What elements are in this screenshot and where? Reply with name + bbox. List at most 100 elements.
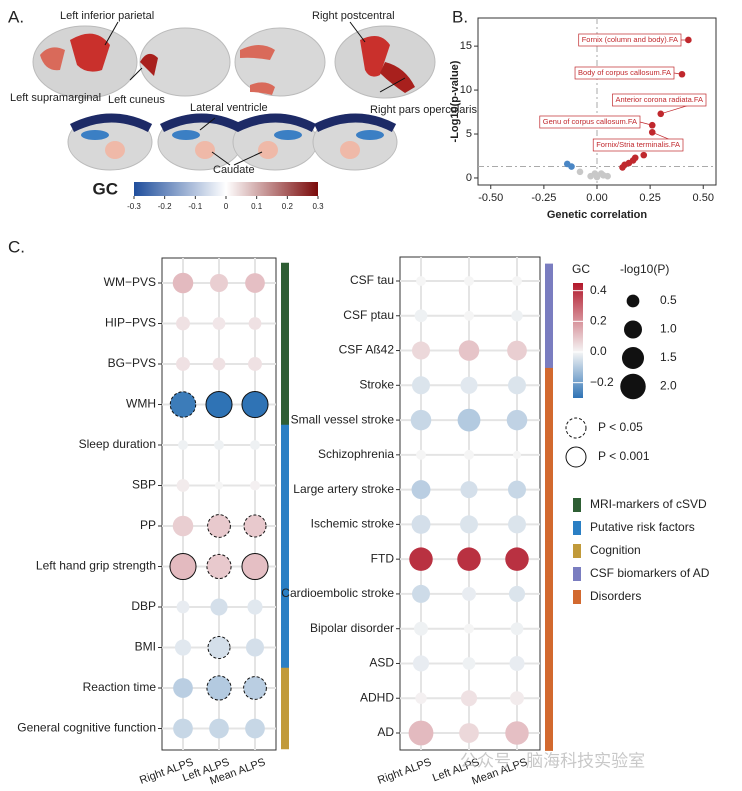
- dot: [174, 639, 192, 656]
- group-legend-label: Disorders: [590, 589, 641, 603]
- point: [640, 151, 648, 159]
- size-legend-dot: [621, 346, 645, 370]
- x-tick-label: 0.50: [693, 192, 714, 204]
- dot: [243, 676, 267, 700]
- group-bar: [281, 708, 289, 750]
- dot: [508, 585, 526, 602]
- group-bar: [545, 576, 553, 612]
- dot: [464, 276, 474, 286]
- x-tick-label: 0.25: [639, 192, 660, 204]
- row-label: ASD: [369, 656, 394, 670]
- dot: [511, 310, 523, 322]
- group-bar: [545, 298, 553, 334]
- panel-a-brains: [32, 21, 436, 171]
- colorbar-tick-label: 0: [224, 202, 229, 211]
- y-tick-label: 10: [460, 84, 472, 96]
- dot: [245, 273, 265, 293]
- dot: [505, 547, 529, 571]
- colorbar: [134, 182, 318, 196]
- dot: [416, 276, 426, 286]
- dot: [247, 599, 263, 615]
- region-label: Right pars opercularis: [370, 104, 477, 116]
- colorbar-tick-label: 0.3: [312, 202, 324, 211]
- panel-label: B.: [452, 7, 468, 26]
- group-bar: [545, 541, 553, 578]
- dot: [412, 341, 430, 360]
- size-legend-label: 1.0: [660, 322, 677, 336]
- dot: [408, 720, 434, 746]
- dot: [172, 272, 194, 294]
- dot: [172, 515, 194, 537]
- group-legend-swatch: [573, 544, 581, 558]
- dot: [415, 692, 427, 704]
- dot: [460, 690, 478, 707]
- dot: [506, 409, 528, 431]
- dot: [412, 655, 430, 672]
- group-bar: [545, 680, 553, 717]
- panel-a-labels: Left inferior parietal Right postcentral L…: [10, 10, 477, 211]
- annotation: Fornix (column and body).FA: [582, 35, 678, 44]
- dot: [460, 376, 478, 394]
- dot: [169, 552, 197, 581]
- row-label: HIP−PVS: [105, 316, 156, 330]
- x-tick-label: 0.00: [586, 192, 607, 204]
- significance-legend-label: P < 0.001: [598, 449, 650, 463]
- row-label: Left hand grip strength: [36, 559, 156, 573]
- group-bar: [281, 384, 289, 426]
- point: [657, 110, 665, 118]
- significance-legend-label: P < 0.05: [598, 420, 643, 434]
- row-label: CSF Aß42: [339, 343, 395, 357]
- y-tick-label: 5: [466, 128, 472, 140]
- region-label: Right postcentral: [312, 10, 395, 22]
- group-bar: [281, 303, 289, 345]
- dot: [508, 480, 526, 499]
- group-bar: [281, 586, 289, 628]
- size-legend-dot: [624, 320, 642, 339]
- group-bar: [545, 263, 553, 299]
- group-bar: [281, 343, 289, 385]
- colorbar-tick-label: 0.1: [251, 202, 263, 211]
- x-tick-label: -0.50: [478, 192, 503, 204]
- row-label: ADHD: [360, 690, 394, 704]
- group-legend-swatch: [573, 521, 581, 535]
- size-legend-title: -log10(P): [620, 262, 669, 276]
- dot: [462, 657, 476, 670]
- x-axis-title: Genetic correlation: [547, 209, 648, 221]
- dot: [214, 481, 224, 490]
- region-label: Left inferior parietal: [60, 10, 154, 22]
- panel-label: C.: [8, 237, 25, 256]
- annotation: Anterior corona radiata.FA: [615, 95, 703, 104]
- annotation-box: [539, 115, 641, 129]
- dot: [462, 586, 476, 601]
- point: [568, 163, 575, 170]
- point: [685, 36, 692, 44]
- group-bar: [281, 627, 289, 669]
- group-bar: [281, 262, 289, 304]
- color-legend-label: −0.2: [590, 375, 614, 389]
- significance-legend-symbol: [565, 446, 587, 468]
- dot: [411, 514, 431, 534]
- dot: [207, 635, 231, 660]
- group-legend-label: Putative risk factors: [590, 520, 695, 534]
- x-tick-label: -0.25: [531, 192, 556, 204]
- row-label: AD: [377, 725, 394, 739]
- group-legend-swatch: [573, 590, 581, 604]
- dot: [176, 316, 190, 331]
- row-label: CSF tau: [350, 273, 394, 287]
- dot: [206, 553, 232, 580]
- dot: [241, 390, 269, 419]
- group-bar: [281, 465, 289, 507]
- dot: [173, 718, 193, 739]
- significance-legend-symbol: [565, 417, 587, 439]
- dot: [212, 357, 226, 371]
- size-legend-label: 1.5: [660, 350, 677, 364]
- dot: [464, 310, 474, 321]
- dot: [212, 317, 226, 330]
- row-label: BMI: [135, 640, 156, 654]
- row-label: Sleep duration: [79, 437, 156, 451]
- row-label: PP: [140, 518, 156, 532]
- dot: [416, 449, 426, 460]
- annotation-box: [592, 138, 684, 152]
- group-bar: [281, 505, 289, 547]
